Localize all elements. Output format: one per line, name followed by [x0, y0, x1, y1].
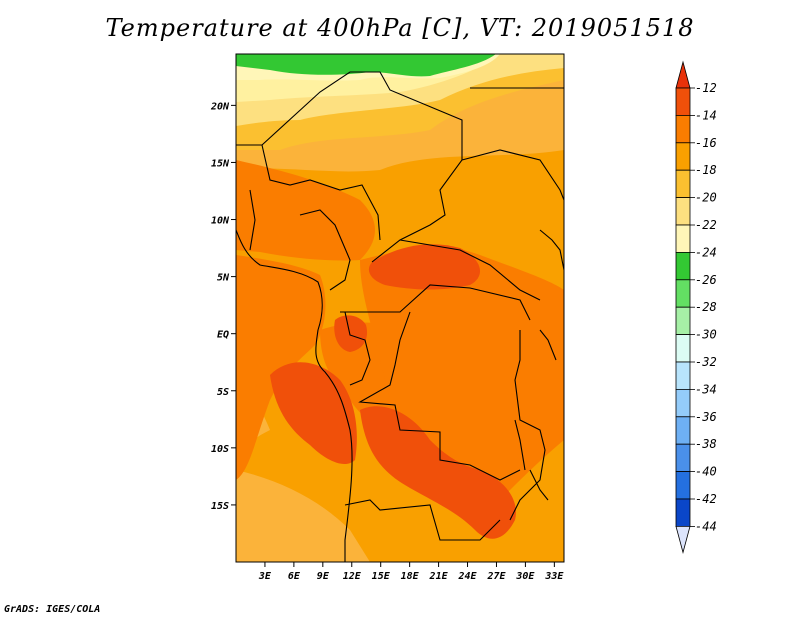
border-car-sudan: [399, 239, 541, 301]
border-niger-nigeria: [236, 144, 381, 241]
x-tick-label: 12E: [343, 571, 362, 582]
colorbar-label: -32: [695, 355, 717, 369]
colorbar-label: -24: [695, 245, 717, 259]
lake-tanganyika: [514, 419, 526, 471]
colorbar-swatch: [675, 306, 691, 336]
colorbar-swatch: [675, 443, 691, 473]
y-tick-label: EQ: [217, 330, 229, 341]
colorbar-label: -34: [695, 382, 717, 396]
colorbar-label: -16: [695, 136, 717, 150]
x-tick-label: 6E: [288, 571, 301, 582]
colorbar-label: -38: [695, 437, 717, 451]
colorbar-swatch: [675, 388, 691, 418]
border-benin: [249, 189, 256, 251]
map-title: Temperature at 400hPa [C], VT: 201905151…: [105, 14, 695, 42]
colorbar-swatch: [675, 279, 691, 308]
temperature-field: [236, 54, 564, 562]
colorbar-swatch: [675, 498, 691, 527]
field-nw-minus14: [236, 160, 375, 261]
x-tick-label: 21E: [429, 571, 449, 582]
colorbar-swatch: [675, 142, 691, 171]
lake-malawi: [529, 469, 549, 501]
field-hotspot-south: [360, 406, 516, 539]
colorbar-label: -44: [695, 519, 717, 533]
map-frame: [235, 53, 565, 563]
y-tick-label: 10S: [211, 444, 229, 455]
colorbar-label: -42: [695, 492, 717, 506]
x-tick-label: 30E: [515, 571, 535, 582]
x-tick-label: 3E: [258, 571, 272, 582]
border-gabon-congo: [344, 311, 371, 386]
border-namibia-botswana: [344, 499, 501, 541]
colorbar-swatch: [675, 115, 691, 144]
border-ethiopia: [539, 229, 564, 271]
x-tick-label: 9E: [317, 571, 330, 582]
y-tick-label: 5S: [217, 387, 229, 398]
colorbar-label: -18: [695, 163, 717, 177]
y-tick-label: 20N: [210, 101, 230, 112]
y-tick-label: 5N: [217, 273, 230, 284]
x-tick-label: 24E: [457, 571, 477, 582]
colorbar-label: -30: [695, 328, 717, 342]
colorbar-swatch: [675, 361, 691, 390]
footer-credit: GrADS: IGES/COLA: [4, 604, 101, 615]
colorbar-label: -20: [695, 191, 717, 205]
colorbar-swatch: [675, 87, 691, 116]
country-borders: [236, 71, 564, 562]
colorbar-label: -40: [695, 465, 717, 479]
x-tick-label: 33E: [544, 571, 564, 582]
y-tick-label: 15N: [211, 158, 230, 169]
field-band-minus24: [236, 54, 496, 77]
border-car-drc: [340, 284, 531, 321]
border-drc-east: [509, 330, 546, 521]
x-tick-label: 15E: [372, 571, 391, 582]
border-nigeria-cameroon: [299, 209, 351, 291]
colorbar-swatch: [675, 197, 691, 226]
border-sahel: [261, 71, 463, 263]
colorbar-label: -28: [695, 300, 717, 314]
colorbar: -12 -14 -16 -18 -20 -22 -24 -26 -28 -30 -32 -34 -36 -…: [675, 60, 717, 554]
colorbar-swatch: [675, 169, 691, 198]
colorbar-top-arrow: [675, 60, 691, 89]
field-hotspot-north: [368, 244, 481, 290]
x-tick-label: 27E: [486, 571, 506, 582]
colorbar-label: -22: [695, 218, 717, 232]
colorbar-bottom-arrow: [675, 526, 691, 554]
colorbar-label: -36: [695, 410, 717, 424]
coastline-west: [236, 229, 353, 562]
x-tick-label: 18E: [401, 571, 420, 582]
border-drc-angola: [358, 311, 521, 481]
colorbar-label: -14: [695, 108, 717, 122]
x-axis: 3E 6E 9E 12E 15E 18E 21E 24E 27E 30E 33E: [258, 562, 564, 582]
colorbar-label: -26: [695, 273, 717, 287]
colorbar-swatch: [675, 471, 691, 500]
colorbar-swatch: [675, 251, 691, 281]
border-sudan-south: [461, 149, 564, 201]
field-hotspot-gabon: [334, 315, 368, 352]
colorbar-label: -12: [695, 81, 717, 95]
y-tick-label: 10N: [211, 216, 230, 227]
y-axis: 20N 15N 10N 5N EQ 5S 10S 15S: [210, 101, 236, 512]
y-tick-label: 15S: [211, 501, 229, 512]
field-south-light: [236, 470, 370, 562]
colorbar-swatch: [675, 224, 691, 253]
lake-victoria: [539, 329, 557, 361]
colorbar-swatch: [675, 334, 691, 363]
colorbar-swatch: [675, 416, 691, 445]
field-ne-minus16: [440, 162, 564, 261]
